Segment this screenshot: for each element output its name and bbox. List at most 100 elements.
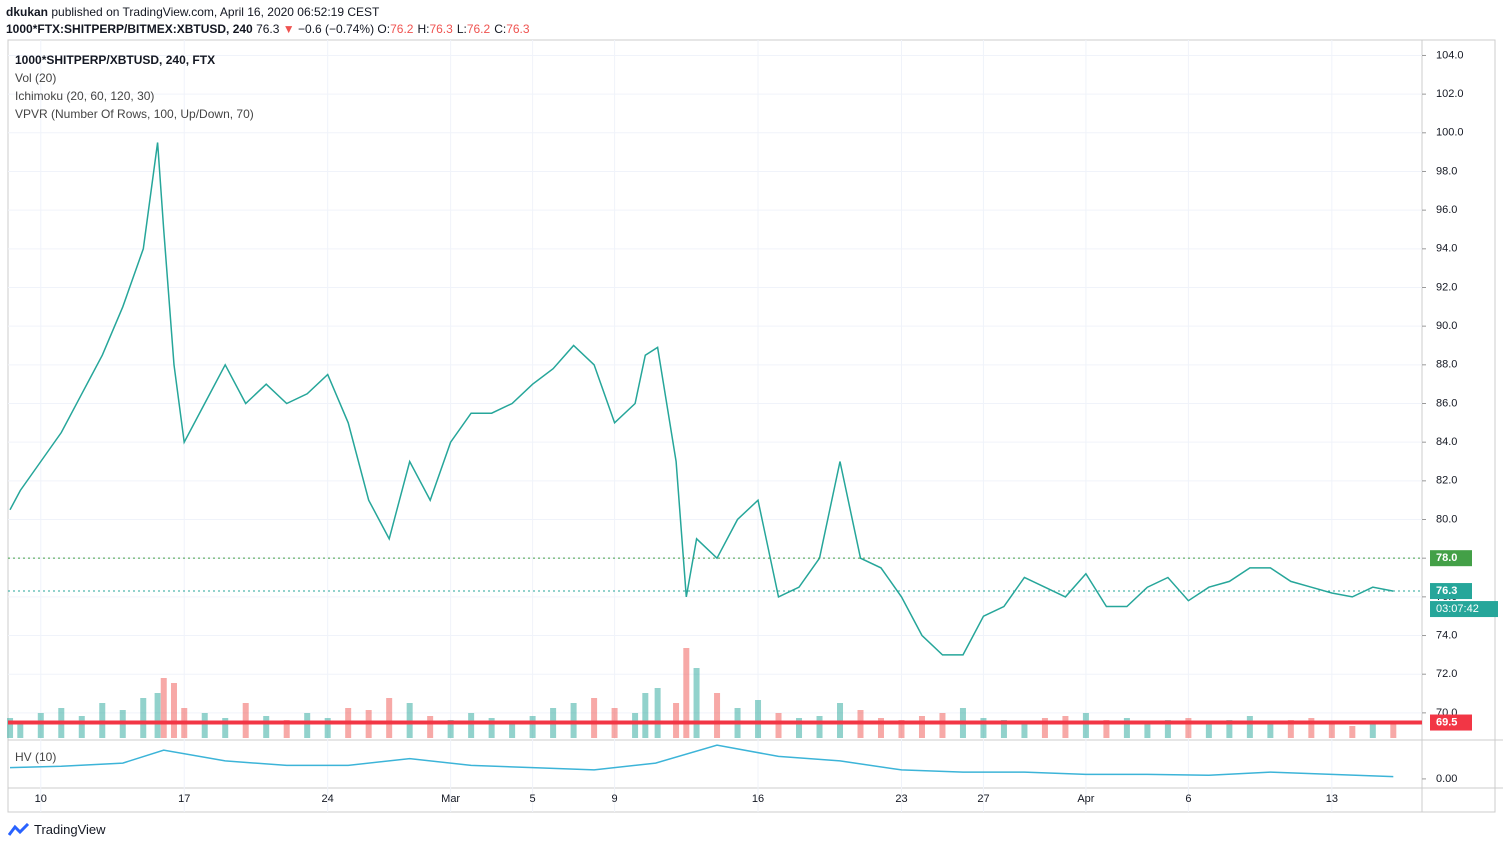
ohlc-value: 76.2 — [390, 22, 414, 36]
volume-bar — [980, 718, 987, 738]
x-tick-label: 9 — [612, 793, 618, 805]
volume-bar — [939, 713, 946, 738]
brand-name: TradingView — [34, 822, 106, 837]
published: published on TradingView.com, April 16, … — [51, 5, 380, 19]
level-label: 69.5 — [1436, 716, 1457, 728]
countdown: 03:07:42 — [1436, 603, 1479, 615]
y-tick-label: 84.0 — [1436, 436, 1457, 448]
ohlc-value: 76.3 — [429, 22, 453, 36]
volume-bar — [591, 698, 598, 738]
ohlc-label: O: — [377, 22, 391, 36]
y-tick-label: 104.0 — [1436, 49, 1464, 61]
y-tick-label: 86.0 — [1436, 397, 1457, 409]
volume-bar — [468, 713, 475, 738]
volume-bar — [837, 703, 844, 738]
volume-bar — [693, 668, 700, 738]
countdown-tag — [1430, 601, 1498, 618]
volume-bar — [1000, 720, 1007, 738]
volume-bar — [1164, 720, 1171, 738]
volume-bar — [1062, 716, 1069, 738]
volume-bar — [17, 723, 24, 738]
volume-bar — [1123, 718, 1130, 738]
volume-bar — [570, 703, 577, 738]
logo — [8, 822, 30, 836]
ohlc-label: C: — [494, 22, 507, 36]
frame — [7, 39, 1496, 813]
y-tick-label: 102.0 — [1436, 88, 1464, 100]
volume-bar — [877, 718, 884, 738]
volume-bar — [654, 688, 661, 738]
volume-bar — [78, 716, 85, 738]
x-tick-label: 5 — [530, 793, 536, 805]
ohlc-value: 76.2 — [466, 22, 491, 36]
level-tag — [1430, 583, 1472, 600]
volume-bar — [1308, 718, 1315, 738]
change: −0.6 (−0.74%) — [298, 22, 375, 36]
level-tag — [1430, 550, 1472, 567]
volume-bar — [7, 718, 14, 738]
author[interactable]: dkukan — [6, 5, 49, 19]
x-tick-label: Mar — [441, 793, 460, 805]
symbol-line: 1000*FTX:SHITPERP/BITMEX:XBTUSD, 240 76.… — [6, 22, 534, 36]
ohlc-label: H: — [417, 22, 430, 36]
arrow: ▼ — [282, 22, 295, 36]
x-tick-label: 17 — [178, 793, 190, 805]
ohlc-value: 76.3 — [506, 22, 530, 36]
last: 76.3 — [256, 22, 280, 36]
y-tick-label: 0.00 — [1436, 773, 1457, 785]
volume-bar — [509, 723, 516, 738]
x-tick-label: 16 — [752, 793, 764, 805]
y-tick-label: 96.0 — [1436, 204, 1457, 216]
volume-bar — [154, 693, 161, 738]
volume-bar — [1287, 720, 1294, 738]
volume-bar — [222, 718, 229, 738]
volume-bar — [160, 678, 167, 738]
volume-bar — [642, 693, 649, 738]
x-tick-label: 10 — [35, 793, 47, 805]
volume-bar — [488, 718, 495, 738]
volume-bar — [775, 713, 782, 738]
hv-title: HV (10) — [15, 750, 57, 764]
x-tick-label: Apr — [1077, 793, 1094, 805]
volume-bar — [1021, 723, 1028, 738]
symbol: 1000*FTX:SHITPERP/BITMEX:XBTUSD, 240 — [6, 22, 253, 36]
y-tick-label: 88.0 — [1436, 359, 1457, 371]
level-tag — [1430, 714, 1472, 731]
volume-bar — [324, 718, 331, 738]
volume-bar — [1390, 724, 1397, 738]
volume-bar — [714, 693, 721, 738]
volume-bar — [1185, 718, 1192, 738]
volume-bar — [529, 716, 536, 738]
volume-bar — [755, 700, 762, 738]
volume-bar — [37, 713, 44, 738]
x-tick-label: 27 — [977, 793, 989, 805]
price-line — [9, 142, 1394, 656]
chart-title: 1000*SHITPERP/XBTUSD, 240, FTX — [15, 53, 216, 67]
ohlc-label: L: — [456, 22, 467, 36]
volume-bar — [1205, 723, 1212, 738]
x-tick-label: 6 — [1185, 793, 1191, 805]
volume-bar — [1041, 718, 1048, 738]
volume-bar — [1349, 726, 1356, 738]
y-tick-label: 92.0 — [1436, 281, 1457, 293]
y-tick-label: 100.0 — [1436, 127, 1464, 139]
volume-bar — [1144, 723, 1151, 738]
volume-bar — [1226, 720, 1233, 738]
volume-bar — [1267, 723, 1274, 738]
y-tick-label: 90.0 — [1436, 320, 1457, 332]
volume-bar — [1369, 723, 1376, 738]
volume-bar — [1082, 713, 1089, 738]
level-label: 78.0 — [1436, 552, 1457, 564]
y-tick-label: 82.0 — [1436, 475, 1457, 487]
volume-bar — [99, 703, 106, 738]
brand[interactable]: TradingView — [8, 822, 106, 837]
volume-bar — [170, 683, 177, 738]
price-line — [9, 744, 1394, 778]
volume-bar — [201, 713, 208, 738]
indicator-label: VPVR (Number Of Rows, 100, Up/Down, 70) — [15, 107, 254, 121]
indicator-label: Vol (20) — [15, 71, 57, 85]
level-label: 76.3 — [1436, 585, 1457, 597]
volume-bar — [427, 716, 434, 738]
volume-bar — [1103, 720, 1110, 738]
